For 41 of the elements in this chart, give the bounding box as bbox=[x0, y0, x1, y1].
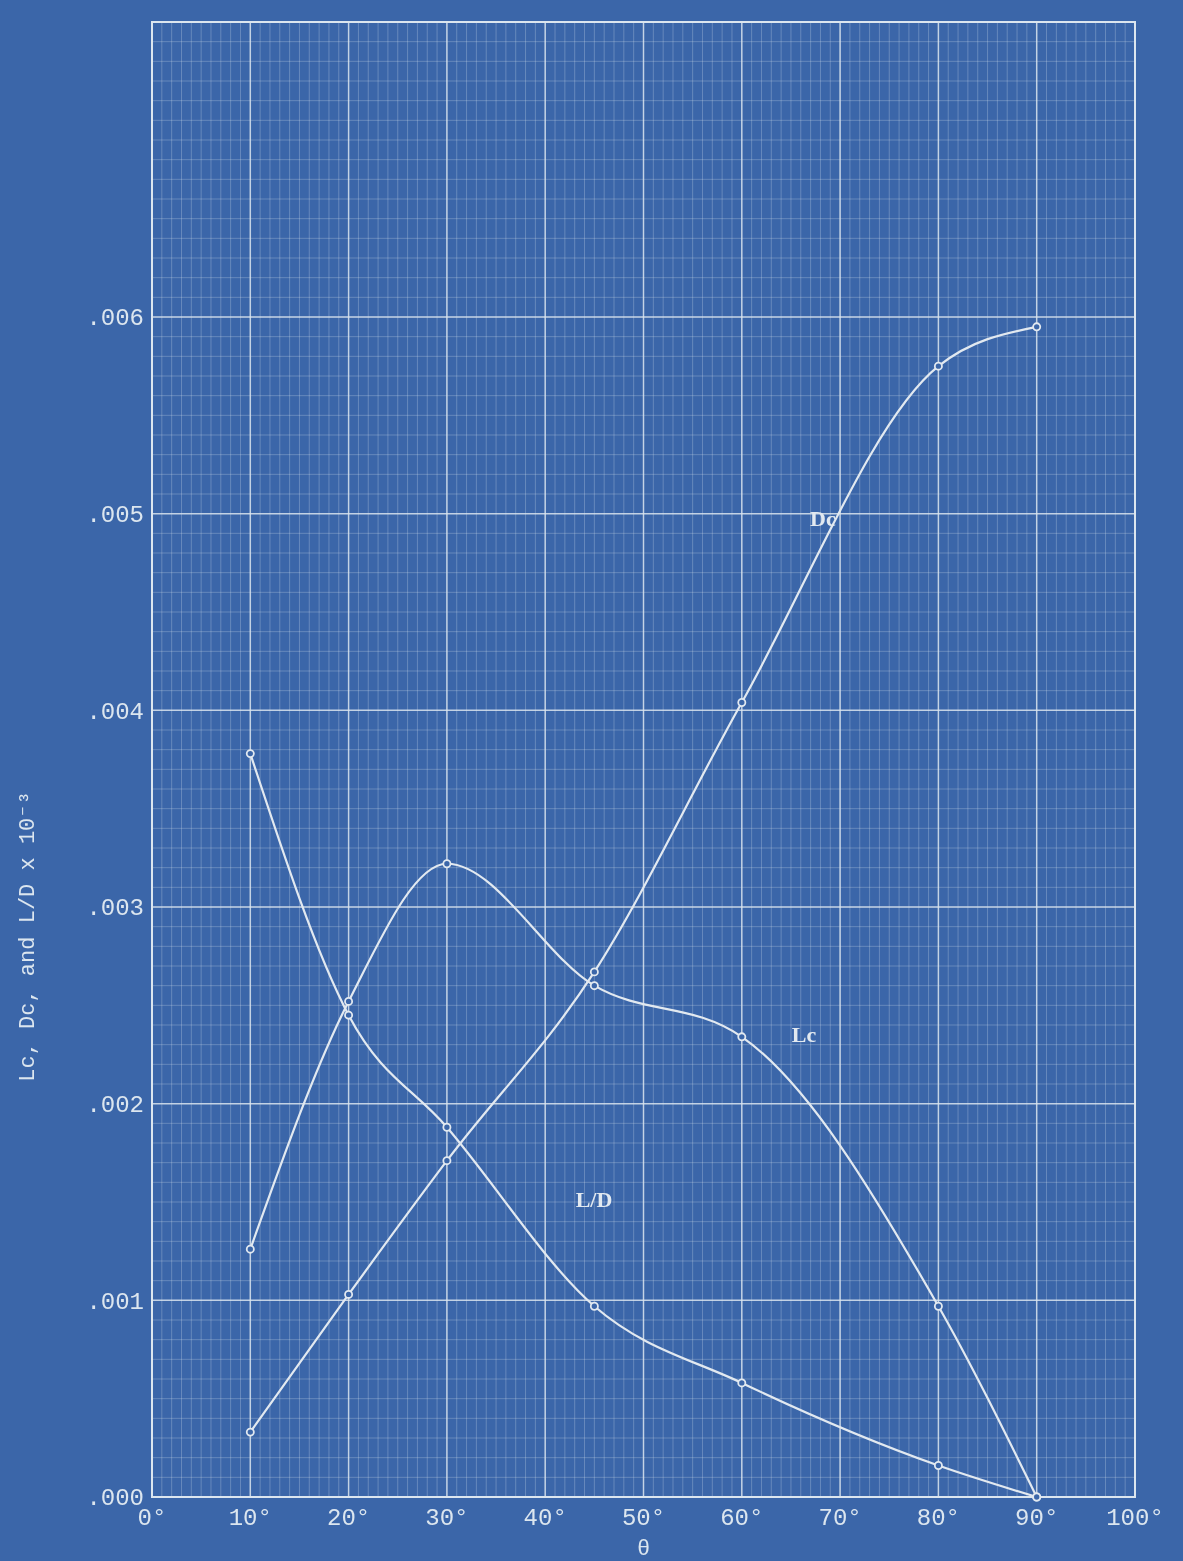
y-tick-label: .001 bbox=[86, 1288, 144, 1316]
y-tick-label: .005 bbox=[86, 502, 144, 530]
y-tick-label: .004 bbox=[86, 698, 144, 726]
y-axis-title: Lc, Dc, and L/D x 10⁻³ bbox=[16, 791, 41, 1082]
point bbox=[589, 981, 599, 991]
point bbox=[344, 1289, 354, 1299]
point bbox=[737, 698, 747, 707]
point bbox=[442, 1122, 452, 1132]
x-tick-label: 30° bbox=[425, 1505, 469, 1532]
x-tick-label: 0° bbox=[137, 1505, 167, 1532]
point bbox=[344, 996, 354, 1006]
x-tick-label: 90° bbox=[1015, 1505, 1059, 1532]
point bbox=[442, 1156, 452, 1166]
x-tick-label: 100° bbox=[1106, 1505, 1164, 1532]
y-tick-label: .003 bbox=[86, 895, 144, 923]
series-label: Lc bbox=[791, 1021, 817, 1047]
text: L/D bbox=[575, 1186, 613, 1212]
point bbox=[737, 1378, 747, 1388]
point bbox=[589, 1301, 599, 1311]
x-tick-label: 40° bbox=[523, 1505, 567, 1532]
point bbox=[589, 967, 599, 977]
x-tick-label: 70° bbox=[818, 1505, 862, 1532]
point bbox=[245, 749, 255, 759]
point bbox=[933, 1461, 943, 1470]
point bbox=[933, 361, 943, 371]
series-label: Dc bbox=[810, 506, 836, 532]
point bbox=[245, 1427, 255, 1437]
x-tick-label: 60° bbox=[720, 1505, 764, 1532]
x-tick-label: 80° bbox=[916, 1505, 961, 1532]
x-tick-label: 50° bbox=[621, 1505, 666, 1532]
point bbox=[1032, 322, 1042, 332]
point bbox=[344, 1010, 354, 1020]
x-tick-label: 10° bbox=[228, 1505, 272, 1532]
point bbox=[442, 859, 452, 869]
point bbox=[245, 1244, 255, 1254]
point bbox=[737, 1032, 747, 1042]
x-axis-title: θ bbox=[636, 1537, 651, 1561]
point bbox=[933, 1301, 943, 1311]
y-tick-label: .002 bbox=[86, 1092, 144, 1120]
x-tick-label: 20° bbox=[326, 1505, 371, 1532]
y-tick-label: .006 bbox=[86, 305, 144, 333]
